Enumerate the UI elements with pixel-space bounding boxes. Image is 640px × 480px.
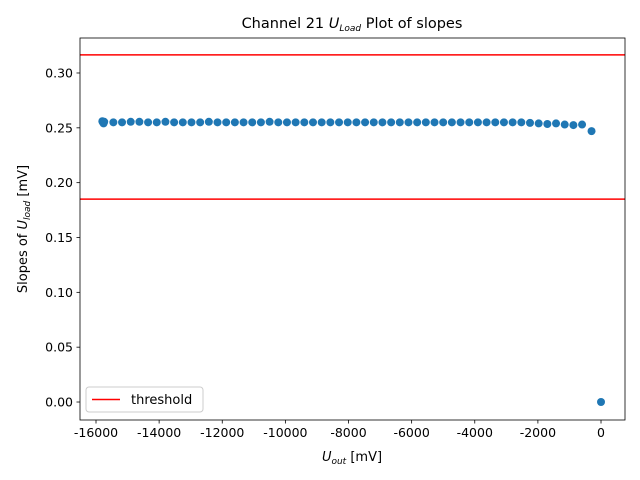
point — [300, 118, 309, 127]
point — [578, 120, 587, 129]
point — [508, 118, 517, 127]
x-tick-label: -12000 — [200, 425, 244, 440]
point — [204, 117, 213, 126]
y-tick-label: 0.30 — [45, 65, 73, 80]
point — [317, 118, 326, 127]
y-tick-label: 0.10 — [45, 285, 73, 300]
x-axis-label: Uout [mV] — [322, 450, 382, 467]
point — [170, 118, 179, 127]
point — [447, 118, 456, 127]
point — [413, 118, 422, 127]
point — [109, 118, 118, 127]
axes-frame — [79, 37, 626, 421]
point — [343, 118, 352, 127]
point — [473, 118, 482, 127]
point — [291, 118, 300, 127]
chart-title: Channel 21 ULoad Plot of slopes — [242, 16, 463, 34]
point — [378, 118, 387, 127]
point — [100, 117, 109, 126]
point — [456, 118, 465, 127]
point — [196, 118, 205, 127]
point — [126, 117, 135, 126]
point — [161, 117, 170, 126]
point — [525, 118, 534, 127]
point — [222, 118, 231, 127]
point — [152, 118, 161, 127]
x-tick-label: -6000 — [393, 425, 429, 440]
point — [369, 118, 378, 127]
x-tick-label: -16000 — [74, 425, 118, 440]
point — [597, 398, 606, 407]
point — [274, 118, 283, 127]
point — [534, 119, 543, 128]
x-tick-label: -14000 — [137, 425, 181, 440]
y-tick-label: 0.05 — [45, 340, 73, 355]
point — [230, 118, 239, 127]
point — [387, 118, 396, 127]
legend-box — [85, 386, 204, 413]
point — [543, 119, 552, 128]
x-tick-label: 0 — [597, 425, 605, 440]
point — [560, 120, 569, 129]
point — [256, 118, 265, 127]
point — [187, 118, 196, 127]
point — [491, 118, 500, 127]
point — [144, 118, 153, 127]
y-tick-label: 0.20 — [45, 175, 73, 190]
x-tick-label: -2000 — [520, 425, 556, 440]
point — [421, 118, 430, 127]
point — [439, 118, 448, 127]
y-axis-label: Slopes of Uload [mV] — [16, 165, 33, 293]
y-tick-label: 0.15 — [45, 230, 73, 245]
legend-label: threshold — [131, 393, 192, 408]
x-tick-label: -4000 — [457, 425, 493, 440]
x-tick-label: -8000 — [330, 425, 366, 440]
y-tick-label: 0.00 — [45, 395, 73, 410]
point — [430, 118, 439, 127]
point — [135, 117, 144, 126]
point — [404, 118, 413, 127]
point — [517, 118, 526, 127]
point — [308, 118, 317, 127]
point — [265, 117, 274, 126]
point — [239, 118, 248, 127]
point — [178, 118, 187, 127]
point — [395, 118, 404, 127]
point — [482, 118, 491, 127]
point — [587, 127, 596, 136]
point — [361, 118, 370, 127]
x-tick-label: -10000 — [263, 425, 307, 440]
point — [118, 118, 127, 127]
point — [248, 118, 257, 127]
y-tick-label: 0.25 — [45, 120, 73, 135]
point — [282, 118, 291, 127]
point — [352, 118, 361, 127]
point — [326, 118, 335, 127]
point — [213, 118, 222, 127]
point — [465, 118, 474, 127]
point — [569, 121, 578, 130]
point — [335, 118, 344, 127]
point — [552, 119, 561, 128]
point — [499, 118, 508, 127]
